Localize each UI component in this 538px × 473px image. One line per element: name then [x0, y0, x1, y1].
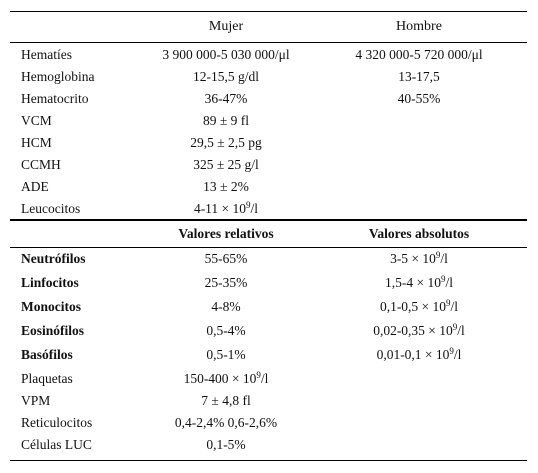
value-relativo: 55-65% — [204, 251, 248, 266]
table-row-neutrofilos: Neutrófilos 55-65% 3-5 × 109/l — [0, 248, 538, 270]
column-header-hombre: Hombre — [396, 19, 442, 34]
subheader-rule — [10, 247, 527, 248]
column-header-mujer: Mujer — [208, 19, 244, 34]
row-label: Reticulocitos — [21, 415, 93, 430]
table-row-plaquetas: Plaquetas 150-400 × 109/l — [0, 368, 538, 390]
value-mujer: 325 ± 25 g/l — [193, 157, 259, 172]
value-relativo: 0,5-1% — [206, 347, 246, 362]
row-label: Monocitos — [21, 299, 81, 314]
value-hombre: 13-17,5 — [398, 69, 440, 84]
header-rule — [10, 42, 527, 43]
value-absoluto: 3-5 × 109/l — [390, 250, 448, 267]
table-bottom-rule — [10, 460, 527, 461]
row-label: Hematíes — [21, 47, 72, 62]
table-row-vpm: VPM 7 ± 4,8 fl — [0, 390, 538, 412]
value-relativo: 25-35% — [204, 275, 248, 290]
row-label: Leucocitos — [21, 201, 81, 216]
subheader-row: Valores relativos Valores absolutos — [0, 223, 538, 245]
table-row-celulas-luc: Células LUC 0,1-5% — [0, 434, 538, 456]
value-relativo: 7 ± 4,8 fl — [201, 393, 251, 408]
value-hombre: 40-55% — [397, 91, 441, 106]
table-row-eosinofilos: Eosinófilos 0,5-4% 0,02-0,35 × 109/l — [0, 320, 538, 342]
value-mujer: 36-47% — [204, 91, 248, 106]
column-header-relativos: Valores relativos — [178, 226, 274, 241]
value-relativo: 4-8% — [211, 299, 241, 314]
value-mujer: 12-15,5 g/dl — [193, 69, 259, 84]
value-relativo: 0,4-2,4% 0,6-2,6% — [174, 415, 278, 430]
table-row-ccmh: CCMH 325 ± 25 g/l — [0, 154, 538, 176]
table-row-monocitos: Monocitos 4-8% 0,1-0,5 × 109/l — [0, 296, 538, 318]
value-relativo: 150-400 × 109/l — [183, 370, 269, 387]
row-label: Plaquetas — [21, 371, 73, 386]
row-label: Linfocitos — [21, 275, 79, 290]
row-label: Hemoglobina — [21, 69, 95, 84]
value-mujer: 29,5 ± 2,5 pg — [190, 135, 262, 150]
row-label: Eosinófilos — [21, 323, 85, 338]
value-absoluto: 0,1-0,5 × 109/l — [379, 298, 459, 315]
table-row-basofilos: Basófilos 0,5-1% 0,01-0,1 × 109/l — [0, 344, 538, 366]
table-row-ade: ADE 13 ± 2% — [0, 176, 538, 198]
value-hombre: 4 320 000-5 720 000/μl — [355, 47, 483, 62]
row-label: HCM — [21, 135, 52, 150]
section-rule — [10, 219, 527, 221]
row-label: Células LUC — [21, 437, 92, 452]
value-mujer: 13 ± 2% — [203, 179, 249, 194]
row-label: Neutrófilos — [21, 251, 86, 266]
value-relativo: 0,1-5% — [206, 437, 246, 452]
table-row-vcm: VCM 89 ± 9 fl — [0, 110, 538, 132]
table-row-hematocrito: Hematocrito 36-47% 40-55% — [0, 88, 538, 110]
value-mujer: 3 900 000-5 030 000/μl — [162, 47, 290, 62]
value-relativo: 0,5-4% — [206, 323, 246, 338]
row-label: CCMH — [21, 157, 61, 172]
row-label: VCM — [21, 113, 52, 128]
row-label: ADE — [21, 179, 49, 194]
value-mujer: 89 ± 9 fl — [202, 113, 250, 128]
column-header-absolutos: Valores absolutos — [368, 226, 470, 241]
table-row-leucocitos: Leucocitos 4-11 × 109/l — [0, 198, 538, 220]
value-mujer: 4-11 × 109/l — [193, 200, 259, 217]
table-row-linfocitos: Linfocitos 25-35% 1,5-4 × 109/l — [0, 272, 538, 294]
value-absoluto: 0,02-0,35 × 109/l — [373, 322, 465, 339]
row-label: VPM — [21, 393, 51, 408]
value-absoluto: 1,5-4 × 109/l — [385, 274, 453, 291]
table-row-hcm: HCM 29,5 ± 2,5 pg — [0, 132, 538, 154]
table-row-hemoglobina: Hemoglobina 12-15,5 g/dl 13-17,5 — [0, 66, 538, 88]
row-label: Basófilos — [21, 347, 73, 362]
table-row-hematies: Hematíes 3 900 000-5 030 000/μl 4 320 00… — [0, 44, 538, 66]
table-top-rule — [10, 11, 527, 12]
table-row-reticulocitos: Reticulocitos 0,4-2,4% 0,6-2,6% — [0, 412, 538, 434]
row-label: Hematocrito — [21, 91, 89, 106]
table-header-row: Mujer Hombre — [0, 16, 538, 38]
value-absoluto: 0,01-0,1 × 109/l — [376, 346, 462, 363]
